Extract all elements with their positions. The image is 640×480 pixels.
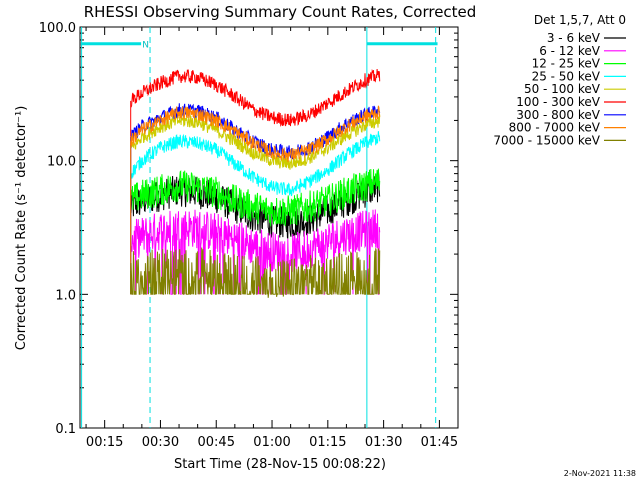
x-tick-label-3: 01:00 — [253, 435, 290, 450]
x-axis-label: Start Time (28-Nov-15 00:08:22) — [174, 457, 386, 472]
series-line-7 — [130, 105, 381, 163]
legend-header: Det 1,5,7, Att 0 — [534, 13, 626, 27]
x-tick-label-1: 00:30 — [142, 435, 179, 450]
legend-label-8: 7000 - 15000 keV — [493, 133, 600, 147]
legend-label-6: 300 - 800 keV — [516, 108, 600, 122]
legend-label-5: 100 - 300 keV — [516, 95, 600, 109]
legend-label-4: 50 - 100 keV — [524, 82, 601, 96]
series-line-5 — [130, 68, 381, 128]
series-line-8 — [130, 247, 381, 298]
legend-label-1: 6 - 12 keV — [539, 44, 601, 58]
y-tick-label-0: 100.0 — [39, 21, 76, 36]
plot-frame — [79, 26, 459, 429]
legend-label-7: 800 - 7000 keV — [509, 121, 601, 135]
series-line-0 — [130, 170, 381, 239]
series-line-1 — [130, 209, 381, 295]
x-tick-label-5: 01:30 — [365, 435, 402, 450]
y-axis-label: Corrected Count Rate (s⁻¹ detector⁻¹) — [14, 106, 29, 351]
legend-label-0: 3 - 6 keV — [547, 31, 601, 45]
series-line-3 — [130, 131, 381, 197]
legend-label-2: 12 - 25 keV — [532, 57, 601, 71]
chart-title: RHESSI Observing Summary Count Rates, Co… — [84, 3, 477, 21]
x-tick-label-0: 00:15 — [86, 435, 123, 450]
series-line-2 — [130, 168, 381, 227]
footer-date: 2-Nov-2021 11:38 — [564, 469, 636, 478]
x-tick-label-4: 01:15 — [309, 435, 346, 450]
x-tick-label-6: 01:45 — [421, 435, 458, 450]
y-tick-label-3: 0.1 — [55, 422, 76, 437]
legend-label-3: 25 - 50 keV — [532, 69, 601, 83]
y-tick-label-1: 10.0 — [47, 155, 76, 170]
attenuator-marker-label: N — [142, 41, 149, 51]
x-tick-label-2: 00:45 — [198, 435, 235, 450]
y-tick-label-2: 1.0 — [55, 288, 76, 303]
